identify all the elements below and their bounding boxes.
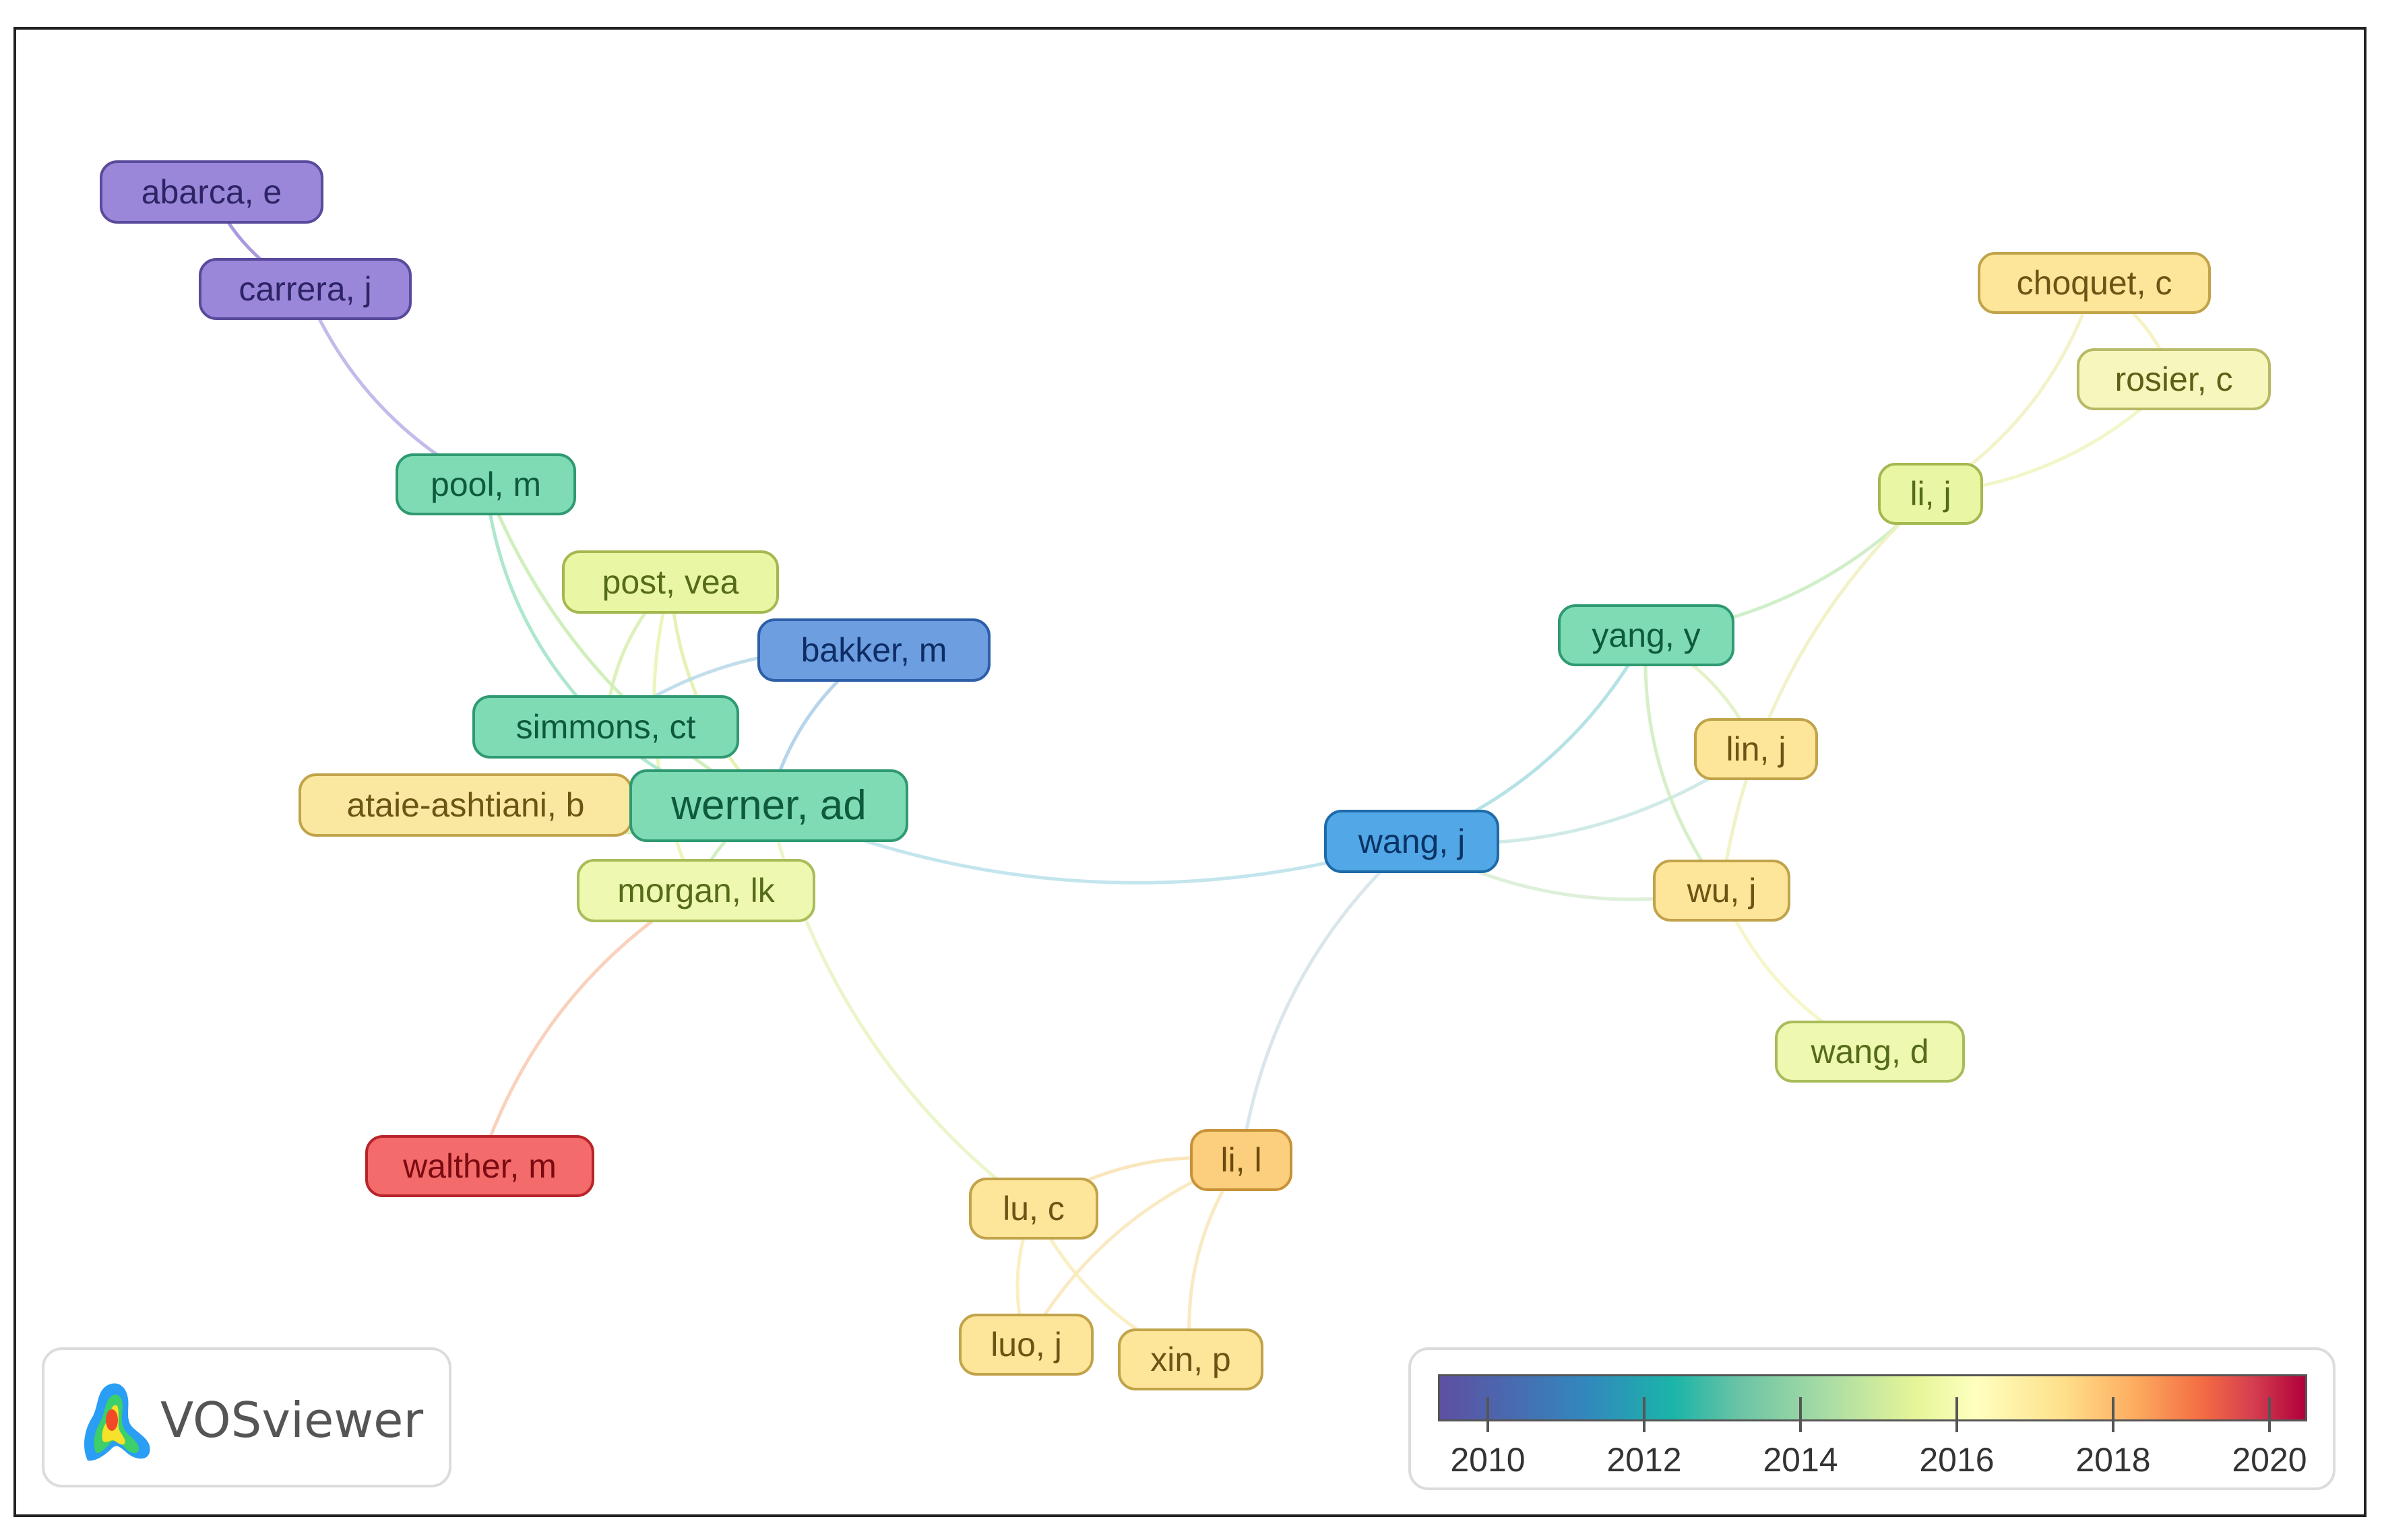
- node-li-l[interactable]: li, l: [1190, 1129, 1292, 1191]
- color-scale-bar: [1438, 1374, 2307, 1421]
- edge-lij-wuj: [1720, 492, 1932, 891]
- legend-tick: [1799, 1397, 1802, 1432]
- node-walther[interactable]: walther, m: [365, 1135, 594, 1197]
- legend-tick-label: 2018: [2075, 1441, 2151, 1479]
- node-pool[interactable]: pool, m: [396, 453, 576, 515]
- legend-tick-label: 2020: [2232, 1441, 2307, 1479]
- node-post[interactable]: post, vea: [562, 550, 779, 614]
- node-ataie-ashtiani[interactable]: ataie-ashtiani, b: [299, 773, 633, 837]
- node-simmons[interactable]: simmons, ct: [472, 695, 739, 759]
- node-werner[interactable]: werner, ad: [629, 769, 908, 842]
- node-carrera[interactable]: carrera, j: [199, 258, 412, 320]
- node-rosier[interactable]: rosier, c: [2077, 348, 2271, 410]
- node-lin-j[interactable]: lin, j: [1694, 718, 1818, 780]
- node-abarca[interactable]: abarca, e: [100, 160, 323, 224]
- node-bakker[interactable]: bakker, m: [757, 618, 991, 682]
- node-li-j[interactable]: li, j: [1878, 463, 1983, 525]
- legend-tick: [2112, 1397, 2114, 1432]
- color-legend: 2010 2012 2014 2016 2018 2020: [1408, 1347, 2336, 1490]
- legend-tick: [1955, 1397, 1958, 1432]
- legend-tick: [2268, 1397, 2271, 1432]
- node-lu-c[interactable]: lu, c: [969, 1178, 1098, 1240]
- legend-tick-label: 2010: [1450, 1441, 1526, 1479]
- legend-tick-label: 2016: [1919, 1441, 1995, 1479]
- vosviewer-wordmark: VOSviewer: [160, 1392, 424, 1448]
- node-choquet[interactable]: choquet, c: [1978, 252, 2211, 314]
- node-luo-j[interactable]: luo, j: [959, 1314, 1094, 1376]
- node-yang[interactable]: yang, y: [1558, 604, 1734, 666]
- node-wang-j[interactable]: wang, j: [1324, 810, 1499, 873]
- node-wu-j[interactable]: wu, j: [1653, 860, 1790, 922]
- legend-tick-label: 2014: [1763, 1441, 1838, 1479]
- edge-wangj-lul: [1239, 840, 1413, 1161]
- edge-morgan-walther: [478, 889, 697, 1167]
- legend-tick-label: 2012: [1606, 1441, 1682, 1479]
- vosviewer-heatmap-icon: [84, 1383, 150, 1461]
- legend-tick: [1486, 1397, 1489, 1432]
- edge-yang-wuj: [1643, 635, 1724, 892]
- node-xin-p[interactable]: xin, p: [1118, 1328, 1263, 1390]
- vosviewer-logo: VOSviewer: [42, 1347, 451, 1487]
- node-morgan[interactable]: morgan, lk: [577, 859, 815, 922]
- legend-tick: [1643, 1397, 1646, 1432]
- node-wang-d[interactable]: wang, d: [1775, 1021, 1965, 1083]
